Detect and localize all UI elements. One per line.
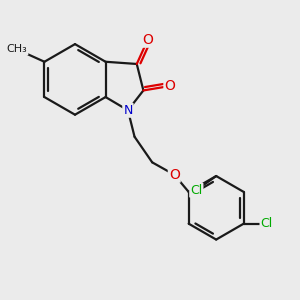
Text: Cl: Cl — [190, 184, 202, 196]
Text: CH₃: CH₃ — [7, 44, 28, 54]
Text: Cl: Cl — [260, 217, 273, 230]
Text: O: O — [169, 168, 180, 182]
Text: N: N — [123, 104, 133, 117]
Text: O: O — [142, 33, 153, 47]
Text: O: O — [164, 79, 175, 93]
